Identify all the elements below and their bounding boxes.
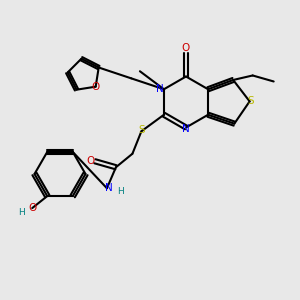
Text: O: O — [28, 203, 36, 213]
Text: O: O — [182, 43, 190, 53]
Text: S: S — [248, 96, 254, 106]
Text: O: O — [86, 156, 94, 166]
Text: N: N — [155, 84, 163, 94]
Text: H: H — [117, 187, 124, 196]
Text: O: O — [92, 82, 100, 92]
Text: N: N — [182, 124, 190, 134]
Text: N: N — [104, 183, 112, 193]
Text: S: S — [138, 125, 145, 135]
Text: H: H — [18, 208, 25, 217]
